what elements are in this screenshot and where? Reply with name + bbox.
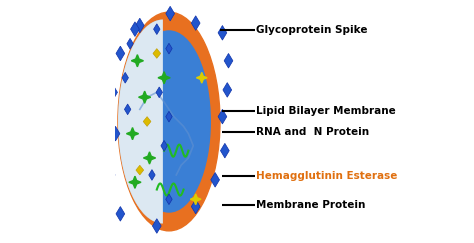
Polygon shape	[161, 140, 167, 151]
Polygon shape	[136, 165, 144, 175]
Polygon shape	[122, 72, 128, 83]
Polygon shape	[156, 87, 163, 98]
Polygon shape	[143, 117, 151, 126]
Polygon shape	[166, 111, 172, 122]
Polygon shape	[129, 176, 141, 188]
Ellipse shape	[118, 19, 208, 224]
Polygon shape	[191, 16, 200, 30]
Polygon shape	[166, 43, 172, 54]
Polygon shape	[109, 85, 118, 100]
Polygon shape	[111, 126, 120, 141]
Polygon shape	[220, 143, 229, 158]
Polygon shape	[154, 24, 160, 35]
Text: Lipid Bilayer Membrane: Lipid Bilayer Membrane	[256, 105, 396, 116]
Polygon shape	[196, 72, 207, 83]
Polygon shape	[153, 49, 161, 58]
Polygon shape	[218, 26, 227, 40]
Polygon shape	[153, 219, 161, 233]
Polygon shape	[149, 170, 155, 180]
Polygon shape	[116, 46, 125, 61]
Polygon shape	[191, 194, 201, 205]
Polygon shape	[130, 22, 139, 36]
Polygon shape	[127, 38, 133, 49]
Polygon shape	[125, 104, 131, 115]
Text: RNA and  N Protein: RNA and N Protein	[256, 127, 369, 138]
Polygon shape	[116, 207, 125, 221]
Polygon shape	[106, 168, 115, 182]
Polygon shape	[223, 83, 232, 97]
Polygon shape	[127, 128, 138, 140]
Polygon shape	[144, 152, 155, 164]
Ellipse shape	[128, 31, 210, 212]
Text: Glycoprotein Spike: Glycoprotein Spike	[256, 25, 367, 35]
Polygon shape	[211, 173, 219, 187]
Polygon shape	[131, 55, 144, 67]
Polygon shape	[136, 18, 144, 33]
Polygon shape	[158, 72, 170, 84]
Polygon shape	[166, 194, 172, 205]
Polygon shape	[166, 6, 174, 21]
Text: Hemagglutinin Esterase: Hemagglutinin Esterase	[256, 171, 397, 181]
Polygon shape	[218, 109, 227, 124]
Polygon shape	[224, 53, 233, 68]
Text: Membrane Protein: Membrane Protein	[256, 200, 365, 210]
Ellipse shape	[118, 12, 220, 231]
Polygon shape	[191, 199, 200, 214]
Polygon shape	[138, 91, 151, 103]
